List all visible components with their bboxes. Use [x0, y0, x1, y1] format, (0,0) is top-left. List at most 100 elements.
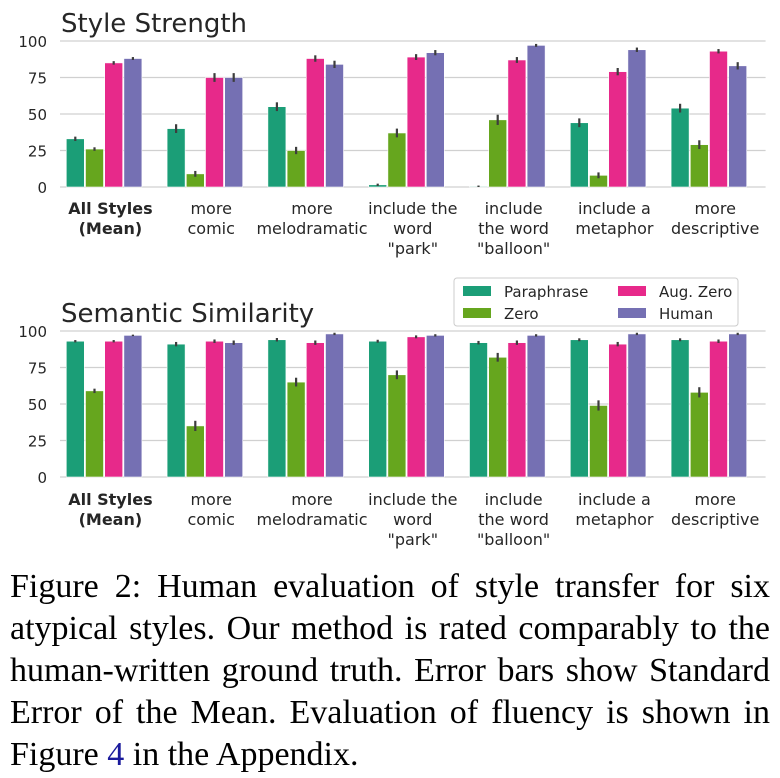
bar-paraphrase: [670, 107, 690, 188]
x-tick-label: melodramatic: [256, 219, 367, 238]
x-tick-label: more: [291, 199, 332, 218]
bar-human: [425, 52, 445, 188]
y-tick-label: 0: [37, 179, 47, 197]
bar-human: [123, 335, 143, 478]
bar-aug-zero: [205, 340, 224, 478]
bar-paraphrase: [66, 138, 85, 188]
bar-paraphrase: [569, 339, 589, 478]
y-tick-label: 25: [28, 433, 47, 451]
legend-swatch-human: [618, 308, 646, 318]
y-tick-label: 75: [28, 360, 47, 378]
bar-aug-zero: [104, 340, 123, 478]
figure-caption: Figure 2: Human evaluation of style tran…: [10, 566, 770, 776]
figure-4-link[interactable]: 4: [107, 736, 125, 773]
x-tick-label: metaphor: [575, 219, 654, 238]
caption-line: Figure 2: Human evaluation of style tran…: [10, 568, 770, 605]
caption-line: human-written ground truth. Error bars s…: [10, 652, 770, 689]
bar-aug-zero: [709, 340, 728, 478]
legend-label: Human: [659, 305, 713, 323]
bar-paraphrase: [166, 343, 186, 478]
x-tick-label: "park": [388, 239, 439, 258]
y-tick-label: 25: [28, 143, 47, 161]
x-tick-label: melodramatic: [256, 510, 367, 529]
bar-zero: [689, 392, 709, 478]
x-tick-label: All Styles: [68, 490, 152, 509]
bar-aug-zero: [709, 50, 728, 188]
x-tick-label: the word: [478, 510, 549, 529]
legend-swatch-paraphrase: [463, 286, 491, 296]
bar-aug-zero: [104, 62, 123, 188]
x-tick-label: include the: [368, 490, 457, 509]
caption-line-last: Figure 4 in the Appendix.: [10, 734, 770, 776]
bar-zero: [186, 425, 205, 478]
x-tick-label: more: [694, 490, 735, 509]
legend: Paraphrase Zero Aug. Zero Human: [453, 277, 739, 327]
chart-title: Style Strength: [61, 9, 247, 39]
bar-aug-zero: [507, 59, 527, 188]
x-tick-label: All Styles: [68, 199, 152, 218]
x-tick-label: more: [190, 199, 231, 218]
bar-human: [627, 333, 647, 478]
bar-human: [325, 64, 344, 188]
x-tick-label: "balloon": [477, 530, 550, 549]
x-tick-label: "balloon": [477, 239, 550, 258]
y-tick-label: 50: [28, 106, 47, 124]
bar-aug-zero: [406, 336, 426, 478]
bar-paraphrase: [670, 339, 690, 478]
bar-zero: [488, 119, 508, 188]
bar-zero: [589, 405, 608, 478]
bar-zero: [488, 356, 508, 478]
y-tick-label: 0: [37, 469, 47, 487]
x-tick-label: word: [393, 219, 432, 238]
bar-paraphrase: [267, 339, 287, 478]
bar-zero: [286, 381, 306, 478]
legend-label: Paraphrase: [504, 283, 588, 301]
bar-human: [526, 45, 546, 188]
bar-human: [728, 65, 748, 188]
bar-human: [526, 335, 546, 478]
x-tick-label: more: [694, 199, 735, 218]
legend-frame: [453, 277, 739, 327]
x-tick-label: include a: [578, 490, 651, 509]
x-tick-label: comic: [187, 510, 234, 529]
x-tick-label: include: [485, 490, 543, 509]
caption-text: in the Appendix.: [124, 736, 359, 773]
bar-human: [224, 342, 243, 478]
bar-aug-zero: [507, 342, 527, 478]
caption-line: atypical styles. Our method is rated com…: [10, 610, 770, 647]
chart-title: Semantic Similarity: [61, 299, 314, 329]
bar-aug-zero: [608, 71, 628, 188]
bar-aug-zero: [608, 343, 628, 478]
bar-human: [224, 77, 243, 188]
bar-zero: [85, 390, 104, 478]
y-tick-label: 75: [28, 70, 47, 88]
legend-label: Zero: [504, 305, 539, 323]
bar-human: [728, 333, 748, 478]
bar-human: [425, 335, 445, 478]
y-tick-label: 100: [18, 323, 47, 341]
x-tick-label: more: [190, 490, 231, 509]
bar-human: [325, 333, 344, 478]
x-tick-label: include a: [578, 199, 651, 218]
legend-label: Aug. Zero: [659, 283, 732, 301]
y-tick-label: 100: [18, 33, 47, 51]
x-tick-label: word: [393, 510, 432, 529]
x-tick-label: more: [291, 490, 332, 509]
bar-paraphrase: [469, 342, 488, 478]
bar-paraphrase: [368, 340, 388, 478]
x-tick-label: include the: [368, 199, 457, 218]
legend-swatch-aug-zero: [618, 286, 646, 296]
caption-text: Figure: [10, 736, 108, 773]
x-tick-label: include: [485, 199, 543, 218]
bar-aug-zero: [406, 56, 426, 188]
style-strength-panel: Style Strength 0 25 50 75 100 All Styles(Mean)…: [18, 9, 766, 258]
bar-zero: [689, 144, 709, 188]
bar-aug-zero: [305, 342, 325, 478]
semantic-similarity-panel: Semantic Similarity 0 25 50 75 100 All Styles(…: [18, 277, 766, 549]
x-tick-label: descriptive: [671, 219, 759, 238]
x-tick-label: descriptive: [671, 510, 759, 529]
bar-zero: [387, 132, 407, 188]
bar-paraphrase: [66, 340, 85, 478]
caption-line: Error of the Mean. Evaluation of fluency…: [10, 694, 770, 731]
